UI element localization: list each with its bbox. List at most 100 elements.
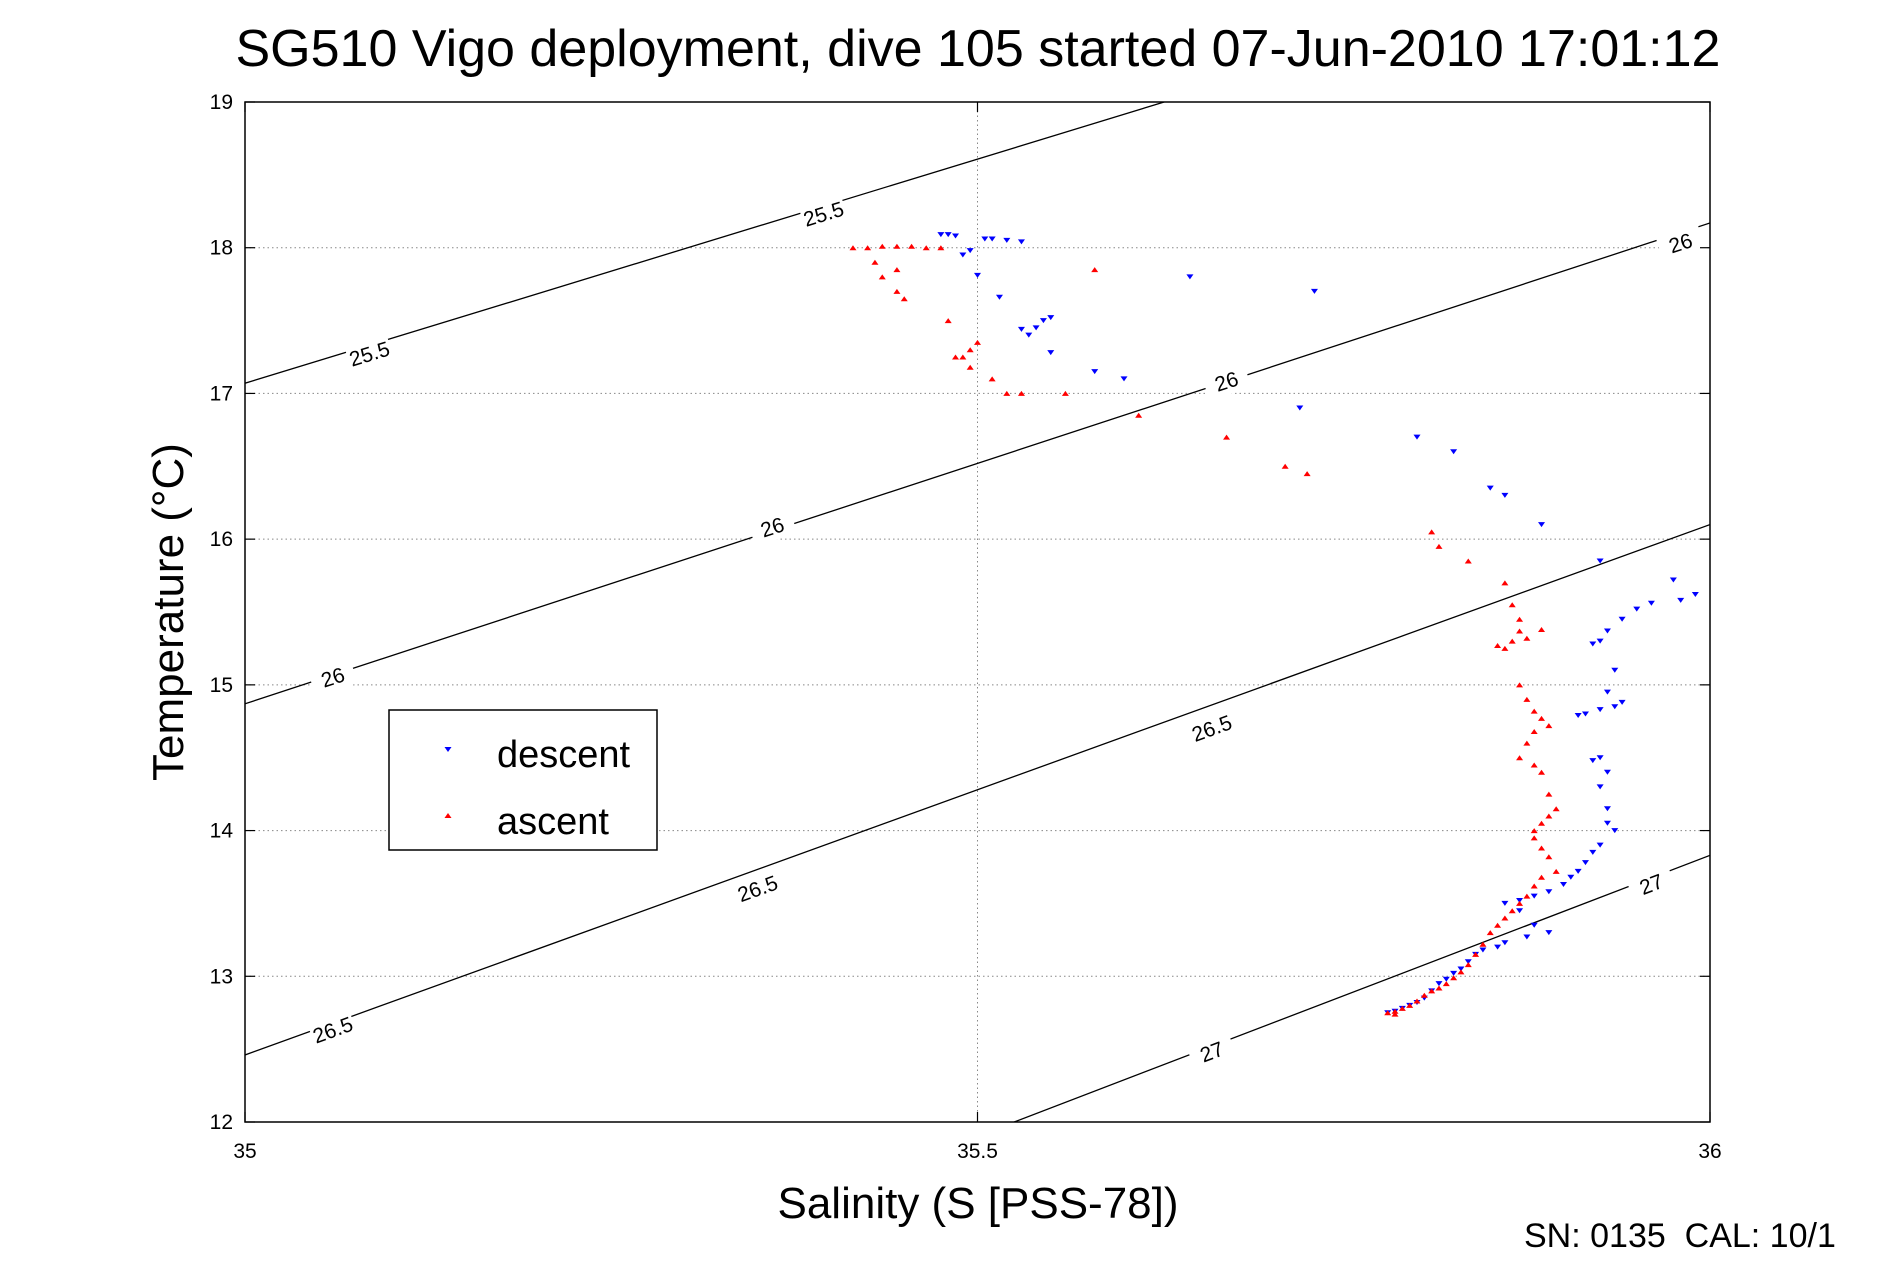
data-point-ascent (1538, 715, 1546, 721)
data-point-descent (1003, 237, 1011, 243)
data-point-ascent (871, 259, 879, 265)
contour-label-bg (798, 195, 849, 234)
data-point-descent (1596, 707, 1604, 713)
data-point-descent (1611, 828, 1619, 834)
data-point-descent (1501, 492, 1509, 498)
data-point-descent (1574, 712, 1582, 718)
data-point-descent (1017, 326, 1025, 332)
data-point-descent (1501, 900, 1509, 906)
data-point-descent (1669, 577, 1677, 583)
data-point-descent (1589, 849, 1597, 855)
data-point-descent (1581, 711, 1589, 717)
data-point-descent (937, 232, 945, 238)
data-point-ascent (1464, 558, 1472, 564)
data-point-descent (1017, 239, 1025, 245)
data-point-descent (1596, 638, 1604, 644)
data-point-ascent (952, 354, 960, 360)
data-point-ascent (1538, 626, 1546, 632)
data-point-descent (1442, 976, 1450, 982)
data-point-ascent (1450, 975, 1458, 981)
legend-descent-marker (444, 747, 452, 752)
x-tick-label: 35.5 (957, 1140, 998, 1163)
data-point-descent (1603, 769, 1611, 775)
data-point-descent (974, 272, 981, 278)
data-point-descent (1589, 641, 1597, 647)
contour-label-bg (307, 1010, 359, 1050)
data-point-ascent (959, 354, 967, 360)
data-point-descent (988, 236, 996, 242)
data-point-descent (1501, 940, 1509, 946)
data-point-ascent (1428, 988, 1436, 994)
contour-line (1013, 854, 1710, 1122)
data-point-descent (1186, 274, 1194, 280)
density-contours (245, 102, 1710, 1122)
data-point-ascent (1523, 740, 1531, 746)
data-point-descent (1516, 908, 1524, 914)
y-tick-label: 13 (210, 965, 233, 988)
data-point-ascent (1530, 835, 1538, 841)
data-point-ascent (1516, 628, 1524, 634)
data-point-descent (1677, 597, 1685, 603)
data-point-ascent (1479, 941, 1487, 947)
data-point-ascent (1530, 828, 1538, 834)
data-point-ascent (1017, 390, 1025, 396)
y-tick-label: 12 (210, 1111, 233, 1134)
data-point-ascent (893, 243, 901, 249)
data-point-descent (1538, 522, 1546, 528)
contour-label-bg (747, 508, 798, 547)
data-point-descent (1310, 288, 1318, 294)
data-point-descent (995, 294, 1003, 300)
data-point-ascent (1530, 883, 1538, 889)
data-point-ascent (1538, 820, 1546, 826)
data-point-descent (1633, 606, 1641, 612)
data-point-ascent (1091, 267, 1099, 273)
data-point-descent (1435, 981, 1443, 987)
y-tick-label: 17 (210, 382, 233, 405)
contour-label-bg (1186, 1032, 1238, 1073)
legend-box (388, 709, 658, 851)
data-point-ascent (1413, 998, 1421, 1004)
data-point-ascent (1508, 908, 1516, 914)
data-point-descent (1516, 898, 1524, 904)
data-point-ascent (1442, 981, 1450, 987)
data-point-ascent (1538, 769, 1546, 775)
data-point-descent (1450, 970, 1458, 976)
y-tick-label: 19 (210, 91, 233, 114)
data-point-descent (1596, 784, 1604, 790)
data-point-descent (1581, 860, 1589, 866)
data-point-descent (1464, 959, 1472, 965)
data-point-ascent (1516, 900, 1524, 906)
data-point-ascent (966, 364, 974, 370)
data-point-ascent (1494, 922, 1502, 928)
legend-ascent-marker (444, 813, 452, 818)
data-point-descent (1691, 592, 1699, 598)
data-point-ascent (1530, 708, 1538, 714)
contour-label-bg (307, 658, 358, 697)
data-point-descent (1545, 889, 1553, 895)
data-point-ascent (1523, 635, 1531, 641)
data-point-ascent (1428, 529, 1436, 535)
data-point-ascent (1545, 723, 1553, 729)
data-point-ascent (1501, 915, 1509, 921)
data-point-descent (1120, 376, 1128, 382)
footer-serial-cal: SN: 0135 CAL: 10/1 (1524, 1217, 1836, 1255)
contour-label-bg (1626, 864, 1677, 905)
chart-title: SG510 Vigo deployment, dive 105 started … (236, 20, 1721, 78)
data-point-descent (1047, 350, 1055, 356)
data-point-ascent (1545, 791, 1553, 797)
data-point-ascent (1003, 390, 1011, 396)
data-point-ascent (1223, 434, 1231, 440)
contour-label-bg (732, 869, 783, 909)
data-point-ascent (908, 243, 916, 249)
data-point-descent (1032, 325, 1040, 331)
data-point-ascent (1384, 1010, 1392, 1016)
data-point-ascent (937, 245, 945, 251)
data-point-descent (1596, 755, 1604, 761)
contour-line (245, 102, 1165, 384)
data-point-descent (1450, 449, 1458, 455)
data-point-ascent (1501, 580, 1509, 586)
x-tick-label: 36 (1698, 1140, 1721, 1163)
data-point-ascent (878, 274, 886, 280)
data-point-ascent (1516, 616, 1524, 622)
data-point-descent (1025, 332, 1033, 338)
